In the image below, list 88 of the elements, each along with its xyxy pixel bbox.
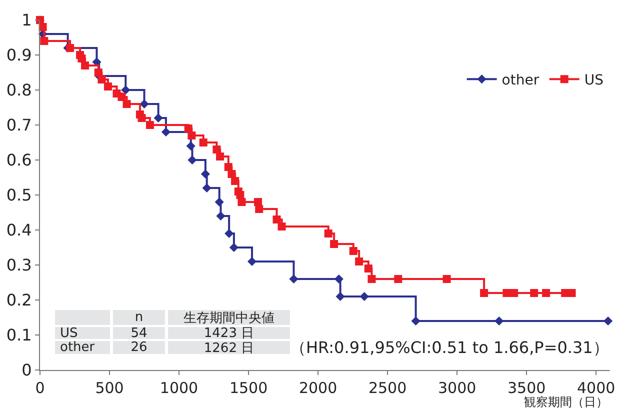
point <box>324 230 332 238</box>
y-tick-label: 0.6 <box>6 150 32 170</box>
point <box>542 289 550 297</box>
y-tick-label: 0.3 <box>6 256 32 275</box>
point <box>272 216 281 224</box>
point <box>154 113 163 123</box>
point <box>355 258 364 266</box>
point <box>214 197 224 207</box>
x-tick-label: 1500 <box>229 379 268 397</box>
point <box>140 99 149 109</box>
x-tick-label: 2500 <box>368 379 407 397</box>
point <box>98 76 106 84</box>
point <box>199 138 208 146</box>
point <box>122 100 131 108</box>
x-tick-label: 2000 <box>298 379 338 397</box>
point <box>330 240 338 248</box>
point <box>360 292 369 302</box>
x-tick-label: 500 <box>95 379 124 397</box>
legend-label: US <box>584 72 604 89</box>
annotation: 54 <box>113 326 165 340</box>
point <box>228 170 236 178</box>
annotation: （HR:0.91,95%CI:0.51 to 1.66,P=0.31） <box>290 338 609 357</box>
point <box>138 114 146 122</box>
point <box>229 242 238 252</box>
y-tick-label: 0 <box>22 360 32 380</box>
point <box>442 275 451 283</box>
point <box>216 152 224 160</box>
point <box>118 93 126 101</box>
annotation: 26 <box>113 340 165 355</box>
y-tick-label: 0.7 <box>6 116 32 135</box>
x-tick-label: 1000 <box>160 379 198 397</box>
point <box>224 228 234 238</box>
point <box>216 211 226 221</box>
point <box>411 316 420 326</box>
point <box>289 274 298 284</box>
annotation: 1262 日 <box>168 340 290 356</box>
y-tick-label: 0.5 <box>6 186 32 205</box>
x-axis-title: 観察期間（日） <box>524 395 608 409</box>
point <box>200 169 210 179</box>
x-tick-label: 0 <box>35 379 45 397</box>
point <box>231 177 240 185</box>
annotation: US <box>55 326 110 340</box>
point <box>94 68 102 76</box>
point <box>336 292 345 302</box>
y-tick-label: 1 <box>22 10 32 30</box>
point <box>349 247 358 255</box>
point <box>238 198 246 206</box>
point <box>510 289 518 297</box>
point <box>161 127 171 137</box>
point <box>188 132 196 140</box>
point <box>368 275 376 283</box>
point <box>104 82 112 90</box>
point <box>247 256 257 266</box>
x-tick-label: 4000 <box>577 379 616 397</box>
y-tick-label: 0.9 <box>6 46 32 65</box>
point <box>188 155 197 165</box>
point <box>530 289 538 297</box>
point <box>81 62 90 70</box>
y-tick-label: 0.8 <box>6 80 32 100</box>
point <box>364 264 372 272</box>
point <box>121 85 130 95</box>
x-tick-label: 3000 <box>438 379 476 397</box>
point <box>212 146 221 154</box>
point <box>146 121 154 129</box>
annotation: 生存期間中央値 <box>168 310 290 326</box>
point <box>78 54 86 62</box>
y-tick-label: 0.4 <box>6 220 32 240</box>
x-tick-label: 3500 <box>507 379 546 397</box>
point <box>502 289 511 297</box>
point <box>278 222 286 230</box>
point <box>480 289 488 297</box>
point <box>224 163 232 171</box>
point <box>40 37 48 45</box>
y-tick-label: 0.1 <box>6 326 32 345</box>
point <box>186 141 196 151</box>
point <box>604 316 613 326</box>
legend-label: other <box>502 72 540 89</box>
annotation: 1423 日 <box>168 326 290 341</box>
point <box>255 205 264 213</box>
point <box>394 275 402 283</box>
point <box>202 183 212 193</box>
point <box>184 124 192 132</box>
point <box>66 44 74 52</box>
point <box>494 316 504 326</box>
annotation: other <box>55 340 110 355</box>
y-tick-label: 0.2 <box>6 290 32 310</box>
point <box>334 274 344 284</box>
annotation: n <box>113 310 165 325</box>
